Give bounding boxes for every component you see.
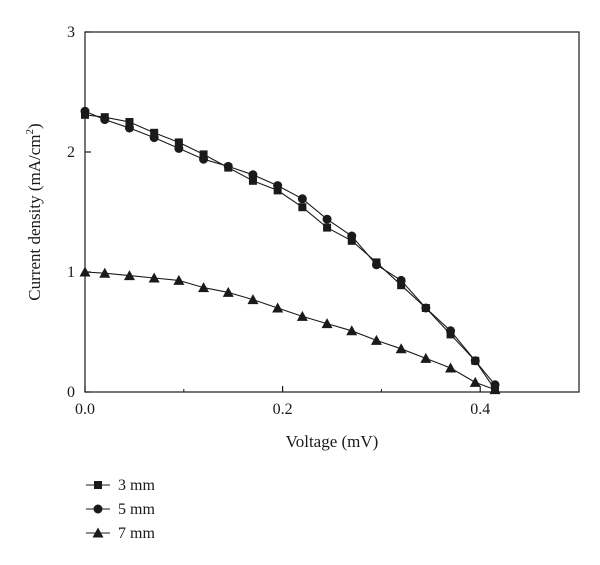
legend: 3 mm 5 mm 7 mm [86, 477, 155, 542]
data-point [100, 115, 110, 125]
series-line [84, 114, 496, 390]
data-point [445, 362, 457, 373]
data-point [446, 326, 456, 336]
data-point [371, 260, 381, 270]
data-point [272, 302, 284, 313]
series-layer [79, 106, 501, 395]
data-point [321, 318, 333, 329]
legend-item: 5 mm [86, 501, 155, 518]
legend-label: 5 mm [118, 501, 155, 518]
x-axis-title: Voltage (mV) [286, 432, 379, 451]
y-axis-title-suffix: ) [25, 123, 44, 129]
data-point [346, 325, 358, 336]
legend-marker-circle [93, 504, 103, 514]
data-point [397, 281, 406, 290]
data-point [173, 274, 185, 285]
data-point [273, 181, 283, 191]
x-tick-label: 0.4 [470, 401, 490, 418]
data-point [347, 236, 356, 245]
data-point [150, 128, 159, 137]
data-point [420, 352, 432, 363]
data-point [396, 275, 406, 285]
x-tick-label: 0.0 [75, 401, 95, 418]
data-point [322, 214, 332, 224]
legend-marker-square [94, 481, 102, 489]
data-point [323, 223, 332, 232]
data-point [124, 123, 134, 133]
legend-label: 7 mm [118, 525, 155, 542]
legend-label: 3 mm [118, 477, 155, 494]
data-point [80, 106, 90, 116]
data-point [198, 282, 210, 293]
data-point [297, 194, 307, 204]
data-point [370, 334, 382, 345]
data-point [469, 376, 481, 387]
data-point [199, 150, 208, 159]
data-point [421, 303, 431, 313]
data-point [298, 203, 307, 212]
data-point [273, 186, 282, 195]
data-point [125, 118, 134, 126]
legend-marker-triangle [92, 527, 104, 538]
data-point [174, 143, 184, 153]
data-point [148, 272, 160, 283]
data-point [199, 154, 209, 164]
data-point [222, 286, 234, 297]
y-tick-label: 1 [67, 264, 75, 281]
series-line [84, 271, 496, 391]
legend-item: 7 mm [86, 525, 155, 542]
data-point [347, 231, 357, 241]
y-tick-label: 0 [67, 384, 75, 401]
data-point [489, 384, 501, 395]
data-point [248, 176, 257, 185]
data-point [149, 133, 159, 143]
series-square [81, 110, 500, 394]
y-axis-title: Current density (mA/cm2) [24, 123, 44, 300]
data-point [248, 170, 258, 180]
data-point [123, 270, 135, 281]
data-point [223, 161, 233, 171]
series-circle [80, 106, 500, 390]
y-axis-title-main: Current density (mA/cm [25, 134, 44, 300]
legend-item: 3 mm [86, 477, 155, 494]
data-point [247, 294, 259, 305]
y-axis-title-sup: 2 [24, 129, 36, 135]
y-tick-label: 3 [67, 24, 75, 41]
data-point [99, 267, 111, 278]
data-point [79, 266, 91, 277]
x-tick-label: 0.2 [273, 401, 293, 418]
data-point [470, 356, 480, 366]
series-triangle [79, 266, 501, 395]
data-point [174, 138, 183, 147]
series-line [84, 110, 496, 386]
plot-frame [84, 31, 580, 393]
data-point [395, 343, 407, 354]
y-tick-label: 2 [67, 144, 75, 161]
data-point [296, 310, 308, 321]
